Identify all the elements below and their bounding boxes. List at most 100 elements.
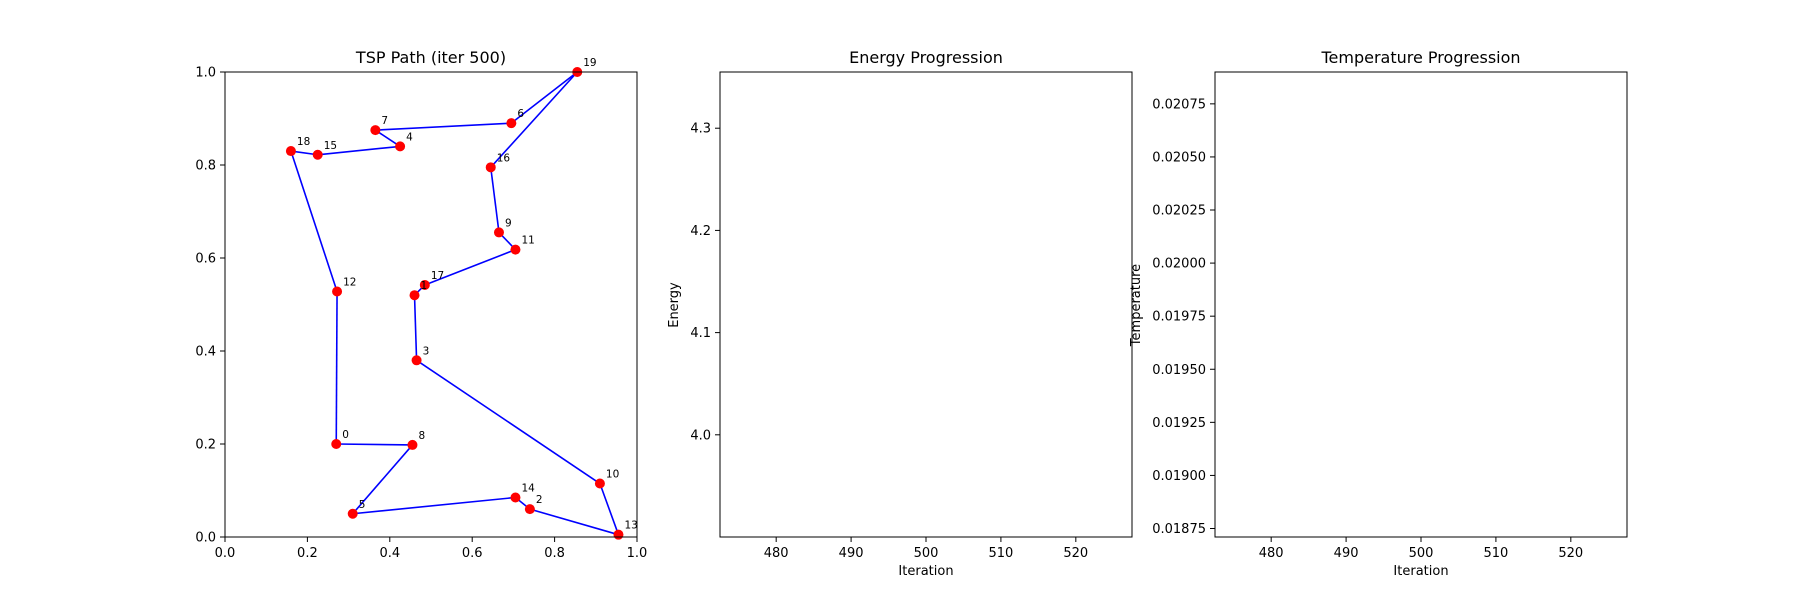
tsp-path-panel: TSP Path (iter 500) 01234567891011121314… bbox=[195, 48, 647, 561]
city-label: 6 bbox=[517, 108, 524, 120]
city-point bbox=[613, 529, 624, 540]
city-point bbox=[411, 355, 422, 366]
temperature-x-tick-label: 480 bbox=[1259, 546, 1284, 561]
city-point bbox=[347, 508, 358, 519]
city-label: 13 bbox=[624, 520, 637, 532]
city-point bbox=[370, 125, 381, 136]
temperature-plot-frame bbox=[1214, 71, 1628, 538]
tsp-y-tick-label: 1.0 bbox=[195, 66, 216, 81]
city-label: 12 bbox=[343, 276, 356, 288]
temperature-x-tick-label: 500 bbox=[1409, 546, 1434, 561]
city-label: 17 bbox=[431, 270, 444, 282]
route-segment bbox=[529, 508, 619, 536]
energy-y-tick-label: 4.3 bbox=[690, 122, 711, 137]
city-point bbox=[493, 227, 504, 238]
city-label: 16 bbox=[497, 152, 511, 164]
city-label: 14 bbox=[521, 482, 535, 494]
city-point bbox=[506, 118, 517, 129]
tsp-chart-title: TSP Path (iter 500) bbox=[355, 48, 506, 67]
tsp-y-tick-label: 0.6 bbox=[195, 252, 216, 267]
city-label: 15 bbox=[324, 140, 337, 152]
temperature-panel: Temperature Progression 480 490 500 510 520 … bbox=[1129, 48, 1628, 579]
energy-y-tick-label: 4.0 bbox=[690, 428, 711, 443]
city-label: 8 bbox=[418, 430, 425, 442]
energy-y-axis-label: Energy bbox=[667, 282, 682, 328]
route-segment bbox=[290, 150, 338, 292]
route-segment bbox=[490, 71, 578, 168]
route-segment bbox=[317, 145, 401, 156]
route-segment bbox=[352, 496, 516, 515]
route-segment bbox=[352, 444, 414, 515]
tsp-x-tick-label: 0.0 bbox=[215, 546, 236, 561]
temperature-y-tick-label: 0.02025 bbox=[1152, 204, 1206, 219]
temperature-x-tick-label: 520 bbox=[1558, 546, 1583, 561]
tsp-y-tick-label: 0.2 bbox=[195, 438, 216, 453]
city-point bbox=[510, 244, 521, 255]
city-label: 9 bbox=[505, 217, 512, 229]
temperature-x-tick-label: 510 bbox=[1483, 546, 1508, 561]
energy-x-tick-label: 520 bbox=[1063, 546, 1088, 561]
temperature-y-tick-label: 0.02000 bbox=[1152, 257, 1206, 272]
city-label: 4 bbox=[406, 131, 413, 143]
city-label: 2 bbox=[536, 494, 543, 506]
tsp-plot-frame bbox=[224, 71, 638, 538]
temperature-y-tick-label: 0.02075 bbox=[1152, 97, 1206, 112]
city-point bbox=[524, 504, 535, 515]
tsp-x-tick-label: 0.6 bbox=[462, 546, 483, 561]
tsp-x-tick-label: 0.2 bbox=[297, 546, 318, 561]
city-label: 19 bbox=[583, 57, 596, 69]
tsp-x-tick-label: 0.4 bbox=[379, 546, 400, 561]
city-point bbox=[409, 290, 420, 301]
energy-x-tick-label: 480 bbox=[764, 546, 789, 561]
temperature-y-tick-label: 0.02050 bbox=[1152, 150, 1206, 165]
temperature-chart-title: Temperature Progression bbox=[1320, 48, 1520, 67]
energy-x-tick-label: 490 bbox=[839, 546, 864, 561]
tsp-y-tick-label: 0.4 bbox=[195, 345, 216, 360]
city-point bbox=[312, 149, 323, 160]
tsp-x-axis: 0.0 0.2 0.4 0.6 0.8 1.0 bbox=[215, 537, 648, 561]
route-segment bbox=[510, 71, 578, 124]
route-segment bbox=[375, 122, 512, 131]
temperature-y-tick-label: 0.01950 bbox=[1152, 363, 1206, 378]
route-segment bbox=[424, 248, 516, 286]
temperature-y-tick-label: 0.01925 bbox=[1152, 416, 1206, 431]
temperature-y-axis-label: Temperature bbox=[1129, 264, 1144, 347]
temperature-y-tick-label: 0.01975 bbox=[1152, 310, 1206, 325]
temperature-y-tick-label: 0.01875 bbox=[1152, 522, 1206, 537]
energy-y-tick-label: 4.2 bbox=[690, 224, 711, 239]
tsp-x-tick-label: 0.8 bbox=[544, 546, 565, 561]
city-point bbox=[594, 478, 605, 489]
energy-y-tick-label: 4.1 bbox=[690, 326, 711, 341]
tsp-y-axis: 0.0 0.2 0.4 0.6 0.8 1.0 bbox=[195, 66, 225, 546]
city-point bbox=[485, 162, 496, 173]
tsp-y-tick-label: 0.8 bbox=[195, 159, 216, 174]
city-point bbox=[510, 492, 521, 503]
route-segment bbox=[489, 167, 500, 233]
city-point bbox=[331, 439, 342, 449]
city-label: 10 bbox=[606, 469, 619, 481]
energy-y-axis: 4.0 4.1 4.2 4.3 bbox=[690, 122, 720, 443]
energy-chart-title: Energy Progression bbox=[849, 48, 1003, 67]
tsp-x-tick-label: 1.0 bbox=[627, 546, 648, 561]
energy-x-axis-label: Iteration bbox=[898, 564, 953, 579]
temperature-y-axis: 0.01875 0.01900 0.01925 0.01950 0.01975 0.020… bbox=[1152, 97, 1215, 537]
city-label: 11 bbox=[521, 235, 534, 247]
city-point bbox=[332, 286, 343, 297]
city-label: 3 bbox=[423, 345, 430, 357]
route-segment bbox=[413, 295, 418, 361]
route-segment bbox=[599, 483, 620, 535]
city-point bbox=[395, 141, 406, 152]
city-point bbox=[285, 146, 296, 157]
energy-plot-frame bbox=[719, 71, 1133, 538]
temperature-x-axis-label: Iteration bbox=[1393, 564, 1448, 579]
temperature-x-tick-label: 490 bbox=[1334, 546, 1359, 561]
city-label: 7 bbox=[381, 115, 388, 127]
city-point bbox=[419, 279, 430, 290]
route-segment bbox=[335, 291, 338, 445]
energy-x-tick-label: 510 bbox=[988, 546, 1013, 561]
city-label: 0 bbox=[342, 429, 349, 441]
city-label: 1 bbox=[421, 280, 428, 292]
route-segment bbox=[416, 359, 601, 485]
